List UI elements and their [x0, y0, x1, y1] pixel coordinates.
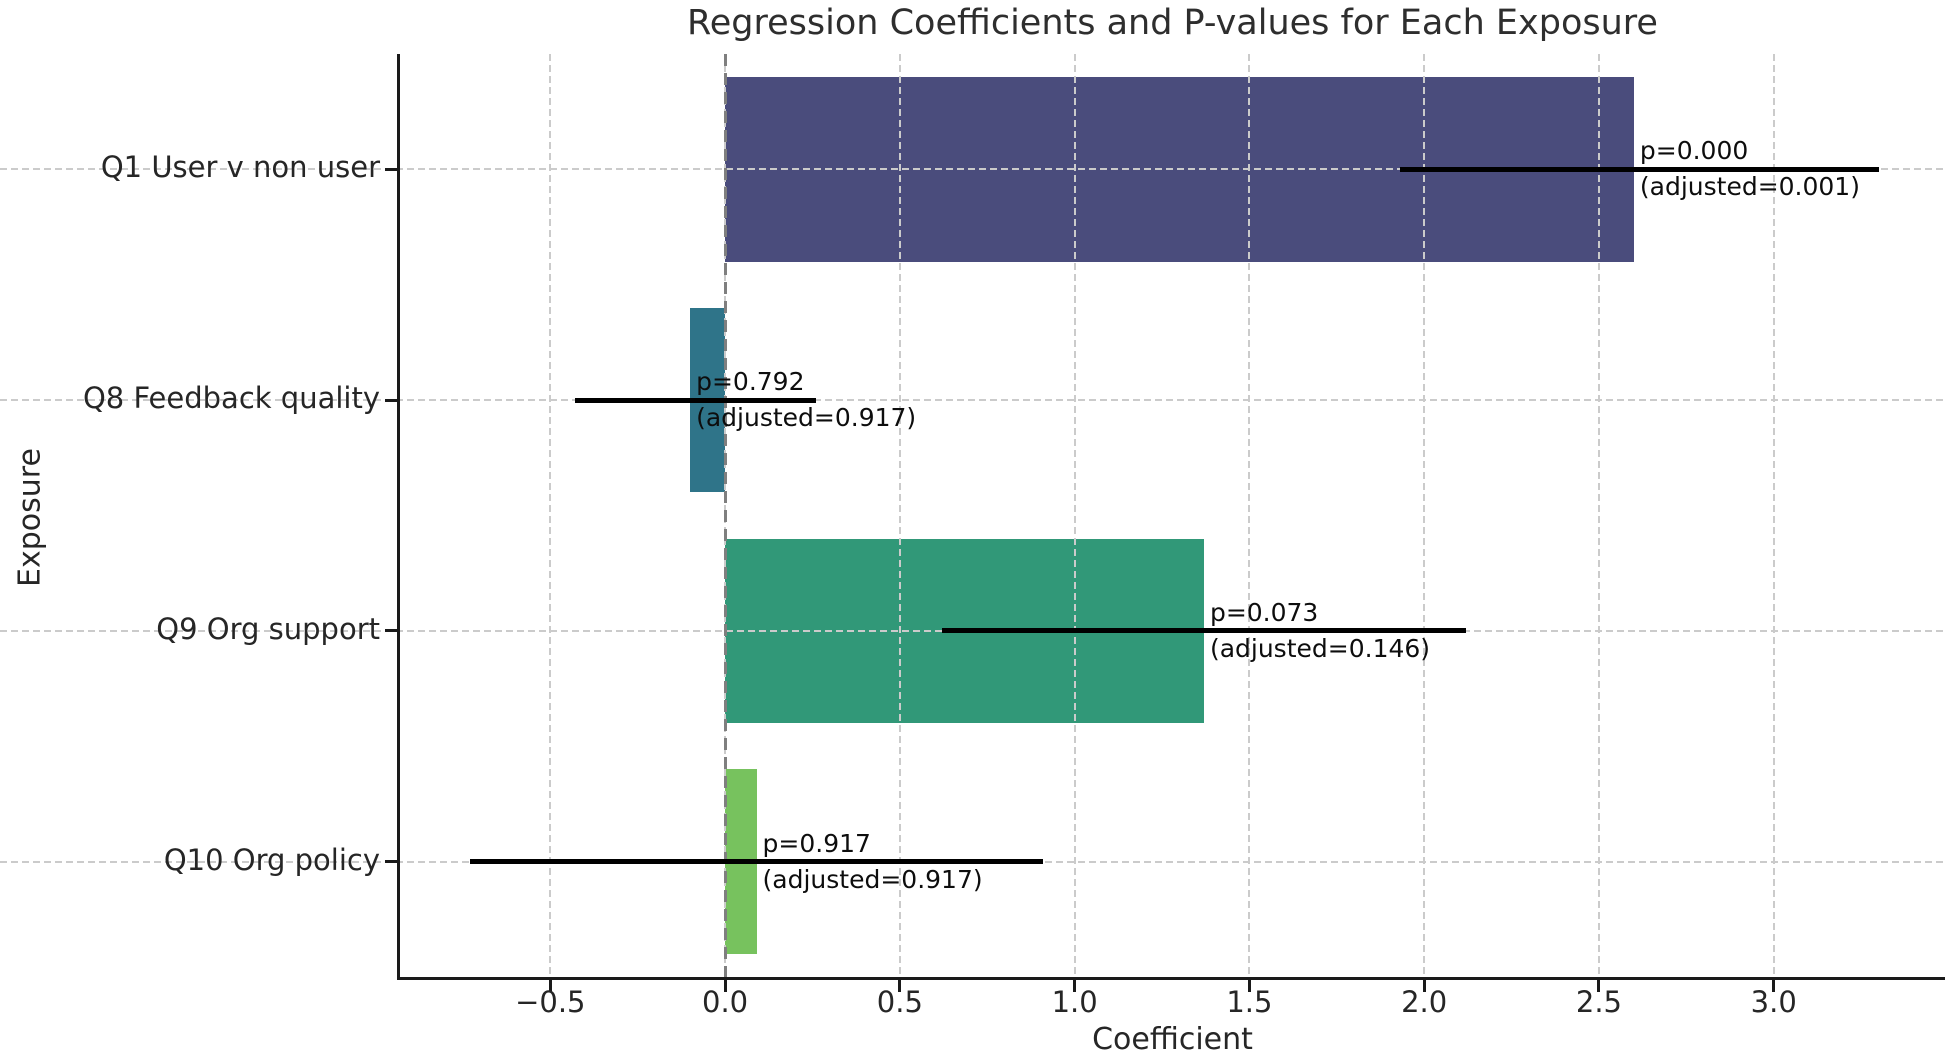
- gridline-vertical: [1073, 54, 1076, 977]
- confidence-interval-bar: [941, 628, 1467, 634]
- y-tick-label: Q1 User v non user: [100, 150, 380, 185]
- y-tick-mark: [385, 629, 397, 633]
- x-tick-label: 2.0: [1401, 985, 1448, 1019]
- y-tick-mark: [385, 860, 397, 864]
- x-tick-mark: [1422, 980, 1426, 992]
- p-value-annotation: p=0.792 (adjusted=0.917): [696, 364, 916, 436]
- y-axis-spine: [397, 54, 400, 980]
- confidence-interval-bar: [469, 859, 1044, 865]
- gridline-vertical: [1423, 54, 1426, 977]
- p-value-text: p=0.073: [1209, 597, 1319, 627]
- p-value-annotation: p=0.917 (adjusted=0.917): [763, 826, 983, 898]
- gridline-horizontal: [0, 399, 1945, 402]
- gridline-vertical: [549, 54, 552, 977]
- x-tick-mark: [548, 980, 552, 992]
- zero-reference-line: [723, 54, 727, 977]
- confidence-interval-bar: [574, 397, 816, 403]
- x-tick-label: 3.0: [1750, 985, 1797, 1019]
- p-value-annotation: p=0.000 (adjusted=0.001): [1640, 133, 1860, 205]
- x-tick-label: 1.5: [1226, 985, 1273, 1019]
- p-value-text: p=0.917: [762, 828, 871, 858]
- p-value-text: p=0.792: [696, 367, 805, 397]
- gridline-vertical: [1772, 54, 1775, 977]
- x-axis-label: Coefficient: [1092, 1022, 1253, 1057]
- x-tick-label: 0.5: [876, 985, 923, 1019]
- x-tick-label: −0.5: [515, 985, 586, 1019]
- x-tick-mark: [1247, 980, 1251, 992]
- y-tick-mark: [385, 167, 397, 171]
- confidence-interval-bar: [1399, 166, 1879, 172]
- x-tick-label: 1.0: [1051, 985, 1098, 1019]
- adjusted-p-value-text: (adjusted=0.146): [1209, 633, 1431, 663]
- x-tick-mark: [1772, 980, 1776, 992]
- x-tick-mark: [898, 980, 902, 992]
- chart-title: Regression Coefficients and P-values for…: [687, 3, 1658, 43]
- gridline-vertical: [1248, 54, 1251, 977]
- x-tick-mark: [723, 980, 727, 992]
- adjusted-p-value-text: (adjusted=0.001): [1639, 172, 1860, 202]
- x-tick-mark: [1073, 980, 1077, 992]
- y-tick-label: Q9 Org support: [156, 611, 380, 646]
- gridline-vertical: [898, 54, 901, 977]
- gridline-vertical: [1597, 54, 1600, 977]
- p-value-annotation: p=0.073 (adjusted=0.146): [1210, 595, 1430, 667]
- p-value-text: p=0.000: [1639, 136, 1749, 166]
- x-tick-label: 0.0: [702, 985, 749, 1019]
- y-tick-label: Q8 Feedback quality: [82, 381, 380, 416]
- x-axis-spine: [397, 977, 1945, 980]
- gridline-horizontal: [0, 168, 1945, 171]
- y-tick-label: Q10 Org policy: [163, 842, 380, 877]
- adjusted-p-value-text: (adjusted=0.917): [696, 403, 917, 433]
- y-tick-mark: [385, 398, 397, 402]
- adjusted-p-value-text: (adjusted=0.917): [762, 864, 983, 894]
- x-tick-label: 2.5: [1575, 985, 1622, 1019]
- x-tick-mark: [1597, 980, 1601, 992]
